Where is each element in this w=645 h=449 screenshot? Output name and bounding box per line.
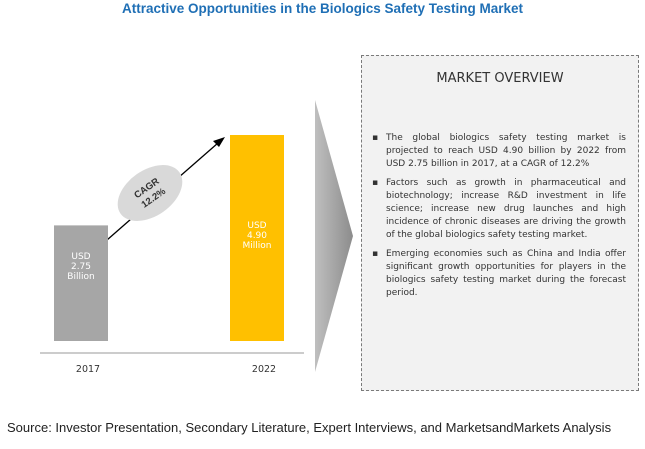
page-title: Attractive Opportunities in the Biologic… — [121, 1, 524, 16]
bar-2017 — [54, 225, 108, 341]
market-overview-panel: MARKET OVERVIEW The global biologics saf… — [361, 55, 639, 391]
year-label-2017: 2017 — [75, 364, 101, 375]
bar-value-label-2017: USD 2.75 Billion — [54, 252, 108, 282]
bar-2022 — [230, 135, 284, 341]
overview-bullet: Emerging economies such as China and Ind… — [372, 248, 626, 300]
bar-value-text: 2.75 — [70, 262, 92, 273]
source-note: Source: Investor Presentation, Secondary… — [7, 420, 612, 435]
overview-bullet: The global biologics safety testing mark… — [372, 132, 626, 171]
overview-bullet: Factors such as growth in pharmaceutical… — [372, 177, 626, 242]
bar-value-text: 4.90 — [246, 231, 268, 241]
bar-value-text: USD — [247, 221, 267, 231]
year-label-2022: 2022 — [251, 364, 277, 375]
overview-bullet-list: The global biologics safety testing mark… — [372, 132, 626, 306]
overview-heading: MARKET OVERVIEW — [436, 71, 564, 86]
bar-value-text: USD — [71, 252, 91, 263]
growth-arrowhead — [213, 137, 225, 147]
bar-value-text: Million — [242, 241, 272, 251]
transition-arrow — [315, 100, 353, 372]
bar-value-label-2022: USD 4.90 Million — [230, 221, 284, 251]
bar-value-text: Billion — [67, 272, 95, 283]
cagr-badge: CAGR 12.2% — [117, 165, 183, 221]
